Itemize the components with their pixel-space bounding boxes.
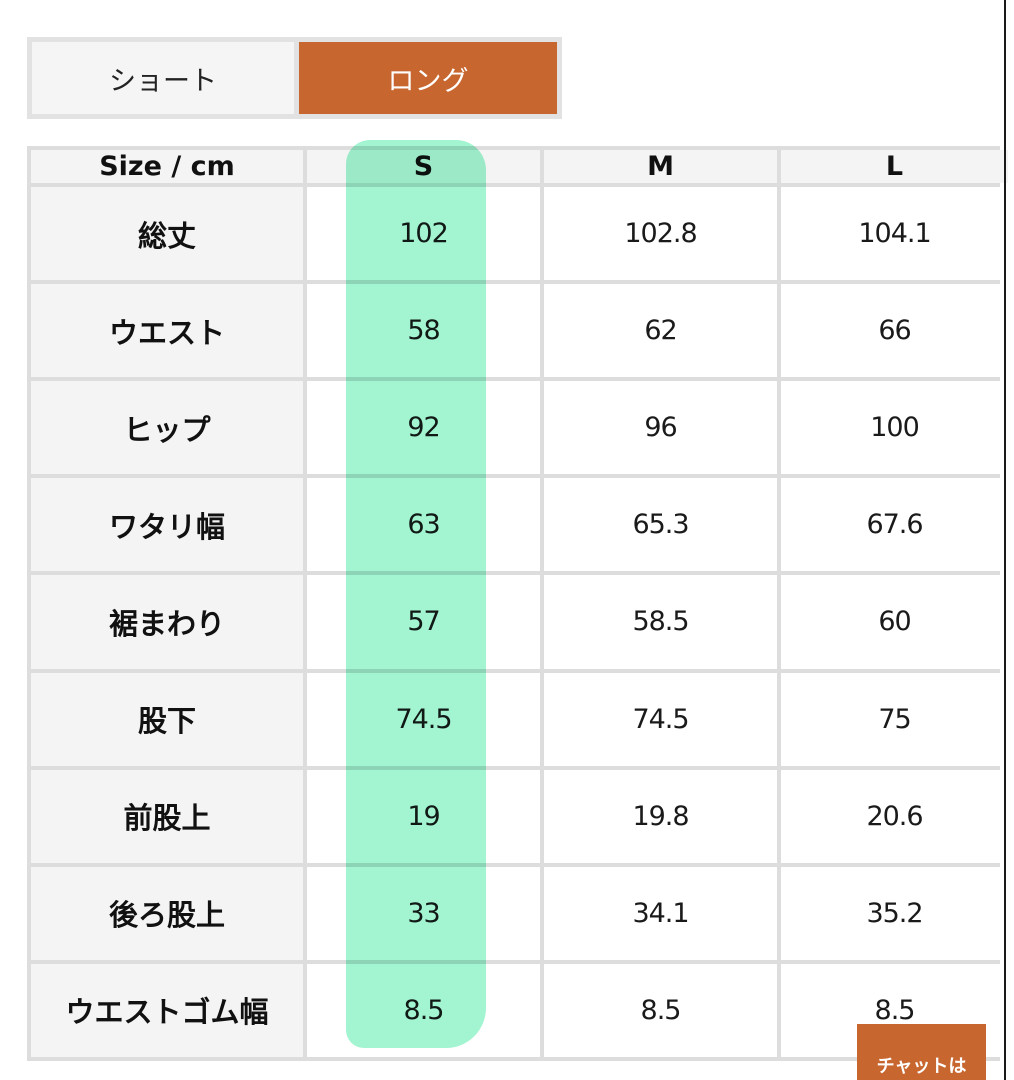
cell-value: 67.6 bbox=[781, 478, 1008, 572]
row-label: 股下 bbox=[31, 672, 303, 766]
row-label: 総丈 bbox=[31, 187, 303, 281]
table-row: ウエストゴム幅 8.5 8.5 8.5 bbox=[31, 963, 1008, 1057]
table-row: 股下 74.5 74.5 75 bbox=[31, 672, 1008, 766]
cell-value: 63 bbox=[307, 478, 540, 572]
table-row: ヒップ 92 96 100 bbox=[31, 381, 1008, 475]
cell-value: 102 bbox=[307, 187, 540, 281]
cell-value: 58 bbox=[307, 284, 540, 378]
size-table-container: Size / cm S M L 総丈 102 102.8 104.1 ウエスト … bbox=[27, 146, 1008, 1061]
cell-value: 75 bbox=[781, 672, 1008, 766]
size-table: Size / cm S M L 総丈 102 102.8 104.1 ウエスト … bbox=[27, 146, 1012, 1061]
cell-value: 8.5 bbox=[307, 963, 540, 1057]
row-label: ヒップ bbox=[31, 381, 303, 475]
row-label: 後ろ股上 bbox=[31, 866, 303, 960]
cell-value: 104.1 bbox=[781, 187, 1008, 281]
table-row: ワタリ幅 63 65.3 67.6 bbox=[31, 478, 1008, 572]
header-size-s: S bbox=[307, 150, 540, 183]
cell-value: 92 bbox=[307, 381, 540, 475]
cell-value: 57 bbox=[307, 575, 540, 669]
cell-value: 19.8 bbox=[544, 769, 777, 863]
cell-value: 74.5 bbox=[307, 672, 540, 766]
cell-value: 8.5 bbox=[544, 963, 777, 1057]
row-label: ワタリ幅 bbox=[31, 478, 303, 572]
table-row: 前股上 19 19.8 20.6 bbox=[31, 769, 1008, 863]
cell-value: 66 bbox=[781, 284, 1008, 378]
cell-value: 19 bbox=[307, 769, 540, 863]
table-row: 後ろ股上 33 34.1 35.2 bbox=[31, 866, 1008, 960]
header-size-unit: Size / cm bbox=[31, 150, 303, 183]
cell-value: 20.6 bbox=[781, 769, 1008, 863]
table-row: 裾まわり 57 58.5 60 bbox=[31, 575, 1008, 669]
screen-edge-divider bbox=[1004, 0, 1006, 1080]
row-label: ウエスト bbox=[31, 284, 303, 378]
cell-value: 100 bbox=[781, 381, 1008, 475]
cell-value: 34.1 bbox=[544, 866, 777, 960]
table-row: 総丈 102 102.8 104.1 bbox=[31, 187, 1008, 281]
cell-value: 96 bbox=[544, 381, 777, 475]
cell-value: 60 bbox=[781, 575, 1008, 669]
header-size-m: M bbox=[544, 150, 777, 183]
tab-long[interactable]: ロング bbox=[299, 42, 557, 114]
cell-value: 33 bbox=[307, 866, 540, 960]
chat-button[interactable]: チャットは bbox=[857, 1024, 986, 1080]
tab-short[interactable]: ショート bbox=[32, 42, 294, 114]
cell-value: 102.8 bbox=[544, 187, 777, 281]
cell-value: 74.5 bbox=[544, 672, 777, 766]
row-label: 前股上 bbox=[31, 769, 303, 863]
header-size-l: L bbox=[781, 150, 1008, 183]
table-row: ウエスト 58 62 66 bbox=[31, 284, 1008, 378]
cell-value: 35.2 bbox=[781, 866, 1008, 960]
cell-value: 58.5 bbox=[544, 575, 777, 669]
table-header-row: Size / cm S M L bbox=[31, 150, 1008, 183]
cell-value: 62 bbox=[544, 284, 777, 378]
length-tabs: ショート ロング bbox=[27, 37, 562, 119]
cell-value: 65.3 bbox=[544, 478, 777, 572]
row-label: ウエストゴム幅 bbox=[31, 963, 303, 1057]
row-label: 裾まわり bbox=[31, 575, 303, 669]
